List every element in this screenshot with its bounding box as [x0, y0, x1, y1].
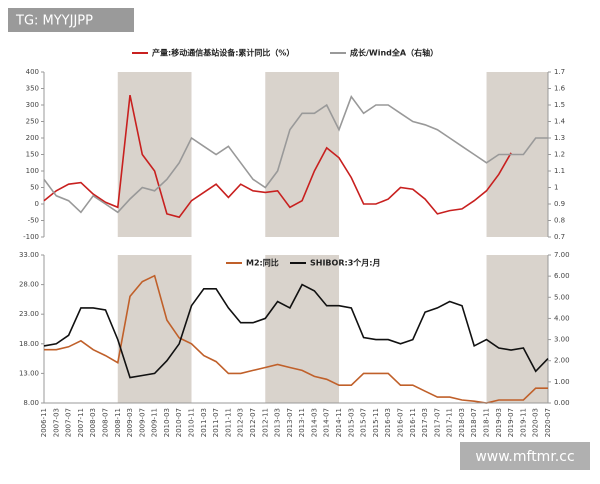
x-tick-label: 2017-11 [446, 408, 454, 437]
x-tick-label: 2015-07 [360, 408, 368, 437]
x-tick-label: 2019-07 [507, 408, 515, 437]
x-tick-label: 2010-11 [188, 408, 196, 437]
x-tick-label: 2016-07 [396, 408, 404, 437]
x-tick-label: 2007-07 [65, 408, 73, 437]
y2-tick-label: 1.7 [554, 68, 565, 76]
y-tick-label: -100 [23, 233, 39, 241]
y2-tick-label: 2.00 [554, 357, 570, 365]
x-tick-label: 2008-07 [101, 408, 109, 437]
y2-tick-label: 0.8 [554, 217, 565, 225]
x-tick-label: 2011-07 [212, 408, 220, 437]
x-tick-label: 2006-11 [40, 408, 48, 437]
y2-tick-label: 1 [554, 184, 558, 192]
series-line [43, 95, 548, 214]
y-tick-label: 13.00 [19, 369, 39, 377]
y-tick-label: 400 [26, 68, 39, 76]
x-tick-label: 2009-11 [151, 408, 159, 437]
y-tick-label: 350 [26, 85, 39, 93]
y-tick-label: 8.00 [23, 399, 39, 407]
x-tick-label: 2016-11 [409, 408, 417, 437]
y-tick-label: 28.00 [19, 281, 39, 289]
x-tick-label: 2014-11 [335, 408, 343, 437]
y-tick-label: 200 [26, 134, 39, 142]
x-tick-label: 2017-07 [433, 408, 441, 437]
y2-tick-label: 1.3 [554, 134, 565, 142]
series-line [44, 274, 548, 404]
shaded-period [265, 255, 340, 403]
y2-tick-label: 1.1 [554, 167, 565, 175]
x-tick-label: 2020-03 [532, 408, 540, 437]
x-tick-label: 2017-03 [421, 408, 429, 437]
y2-tick-label: 0.7 [554, 233, 565, 241]
x-tick-label: 2011-11 [224, 408, 232, 437]
badge-box [8, 8, 134, 32]
series-line [43, 94, 512, 219]
x-tick-label: 2010-07 [175, 408, 183, 437]
y2-tick-label: 3.00 [554, 336, 570, 344]
y-tick-label: 33.00 [19, 251, 39, 259]
x-tick-label: 2009-07 [138, 408, 146, 437]
y2-tick-label: 6.00 [554, 272, 570, 280]
y2-tick-label: 5.00 [554, 293, 570, 301]
x-tick-label: 2008-11 [114, 408, 122, 437]
y2-tick-label: 1.00 [554, 378, 570, 386]
x-tick-label: 2015-11 [372, 408, 380, 437]
y2-tick-label: 1.2 [554, 151, 565, 159]
legend-label: M2:同比 [246, 258, 279, 268]
y-tick-label: 300 [26, 101, 39, 109]
x-tick-label: 2009-03 [126, 408, 134, 437]
legend-label: 成长/Wind全A（右轴） [350, 48, 438, 58]
y-tick-label: 100 [26, 167, 39, 175]
x-tick-label: 2008-03 [89, 408, 97, 437]
x-tick-label: 2019-11 [519, 408, 527, 437]
x-tick-label: 2007-03 [52, 408, 60, 437]
x-tick-label: 2018-03 [458, 408, 466, 437]
y-tick-label: 0 [35, 200, 39, 208]
y-tick-label: 50 [30, 184, 39, 192]
y2-tick-label: 1.4 [554, 118, 566, 126]
series-line [43, 283, 549, 379]
y2-tick-label: 1.6 [554, 85, 566, 93]
x-tick-label: 2014-03 [310, 408, 318, 437]
x-tick-label: 2013-11 [298, 408, 306, 437]
watermark: www.mftmr.cc [475, 449, 574, 465]
x-tick-label: 2018-07 [470, 408, 478, 437]
x-tick-label: 2011-03 [200, 408, 208, 437]
shaded-period [486, 255, 548, 403]
y-tick-label: 250 [26, 118, 39, 126]
x-tick-label: 2012-03 [237, 408, 245, 437]
x-tick-label: 2019-03 [495, 408, 503, 437]
y-tick-label: 23.00 [19, 310, 39, 318]
x-tick-label: 2018-11 [483, 408, 491, 437]
y-tick-label: -50 [28, 217, 39, 225]
x-tick-label: 2020-07 [544, 408, 552, 437]
x-tick-label: 2015-03 [347, 408, 355, 437]
badge: TG: MYYJJPP [15, 14, 93, 29]
x-tick-label: 2010-03 [163, 408, 171, 437]
x-tick-label: 2007-11 [77, 408, 85, 437]
x-tick-label: 2016-03 [384, 408, 392, 437]
shaded-period [117, 72, 192, 237]
y2-tick-label: 0.9 [554, 200, 565, 208]
y2-tick-label: 0.00 [554, 399, 570, 407]
x-tick-label: 2013-07 [286, 408, 294, 437]
x-tick-label: 2012-11 [261, 408, 269, 437]
y-tick-label: 150 [26, 151, 39, 159]
y2-tick-label: 4.00 [554, 314, 570, 322]
y2-tick-label: 1.5 [554, 101, 565, 109]
y-tick-label: 18.00 [19, 340, 39, 348]
x-tick-label: 2012-07 [249, 408, 257, 437]
shaded-period [265, 72, 340, 237]
legend-label: 产量:移动通信基站设备:累计同比（%） [152, 48, 294, 58]
x-tick-label: 2013-03 [274, 408, 282, 437]
x-tick-label: 2014-07 [323, 408, 331, 437]
legend-label: SHIBOR:3个月:月 [310, 258, 380, 268]
y2-tick-label: 7.00 [554, 251, 570, 259]
watermark-box [460, 442, 590, 470]
